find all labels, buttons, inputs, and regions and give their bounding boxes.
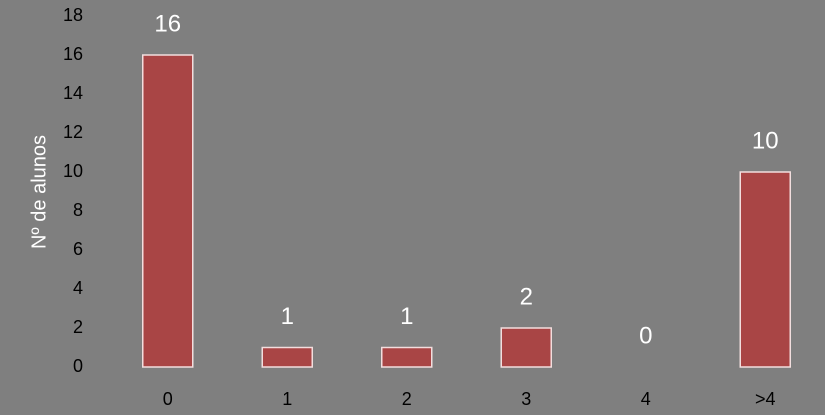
- y-tick-label: 14: [63, 83, 83, 103]
- data-label: 10: [752, 127, 779, 154]
- y-tick-label: 8: [73, 200, 83, 220]
- bar: [739, 171, 791, 368]
- x-tick-label: 0: [163, 389, 173, 409]
- x-tick-label: >4: [755, 389, 776, 409]
- y-tick-label: 16: [63, 44, 83, 64]
- y-tick-label: 12: [63, 122, 83, 142]
- bar: [142, 54, 194, 368]
- y-axis-title: Nº de alunos: [28, 135, 50, 249]
- bar: [381, 346, 433, 368]
- y-tick-label: 0: [73, 356, 83, 376]
- y-tick-label: 4: [73, 278, 83, 298]
- y-tick-label: 10: [63, 161, 83, 181]
- x-tick-label: 1: [282, 389, 292, 409]
- data-label: 2: [520, 283, 533, 310]
- y-tick-label: 18: [63, 5, 83, 25]
- x-tick-label: 3: [521, 389, 531, 409]
- data-label: 0: [639, 322, 652, 349]
- data-label: 1: [400, 303, 413, 330]
- y-tick-label: 2: [73, 317, 83, 337]
- x-tick-label: 4: [641, 389, 651, 409]
- data-label: 1: [281, 303, 294, 330]
- data-label: 16: [154, 10, 181, 37]
- x-tick-label: 2: [402, 389, 412, 409]
- bar: [500, 327, 552, 368]
- y-tick-label: 6: [73, 239, 83, 259]
- bar: [261, 346, 313, 368]
